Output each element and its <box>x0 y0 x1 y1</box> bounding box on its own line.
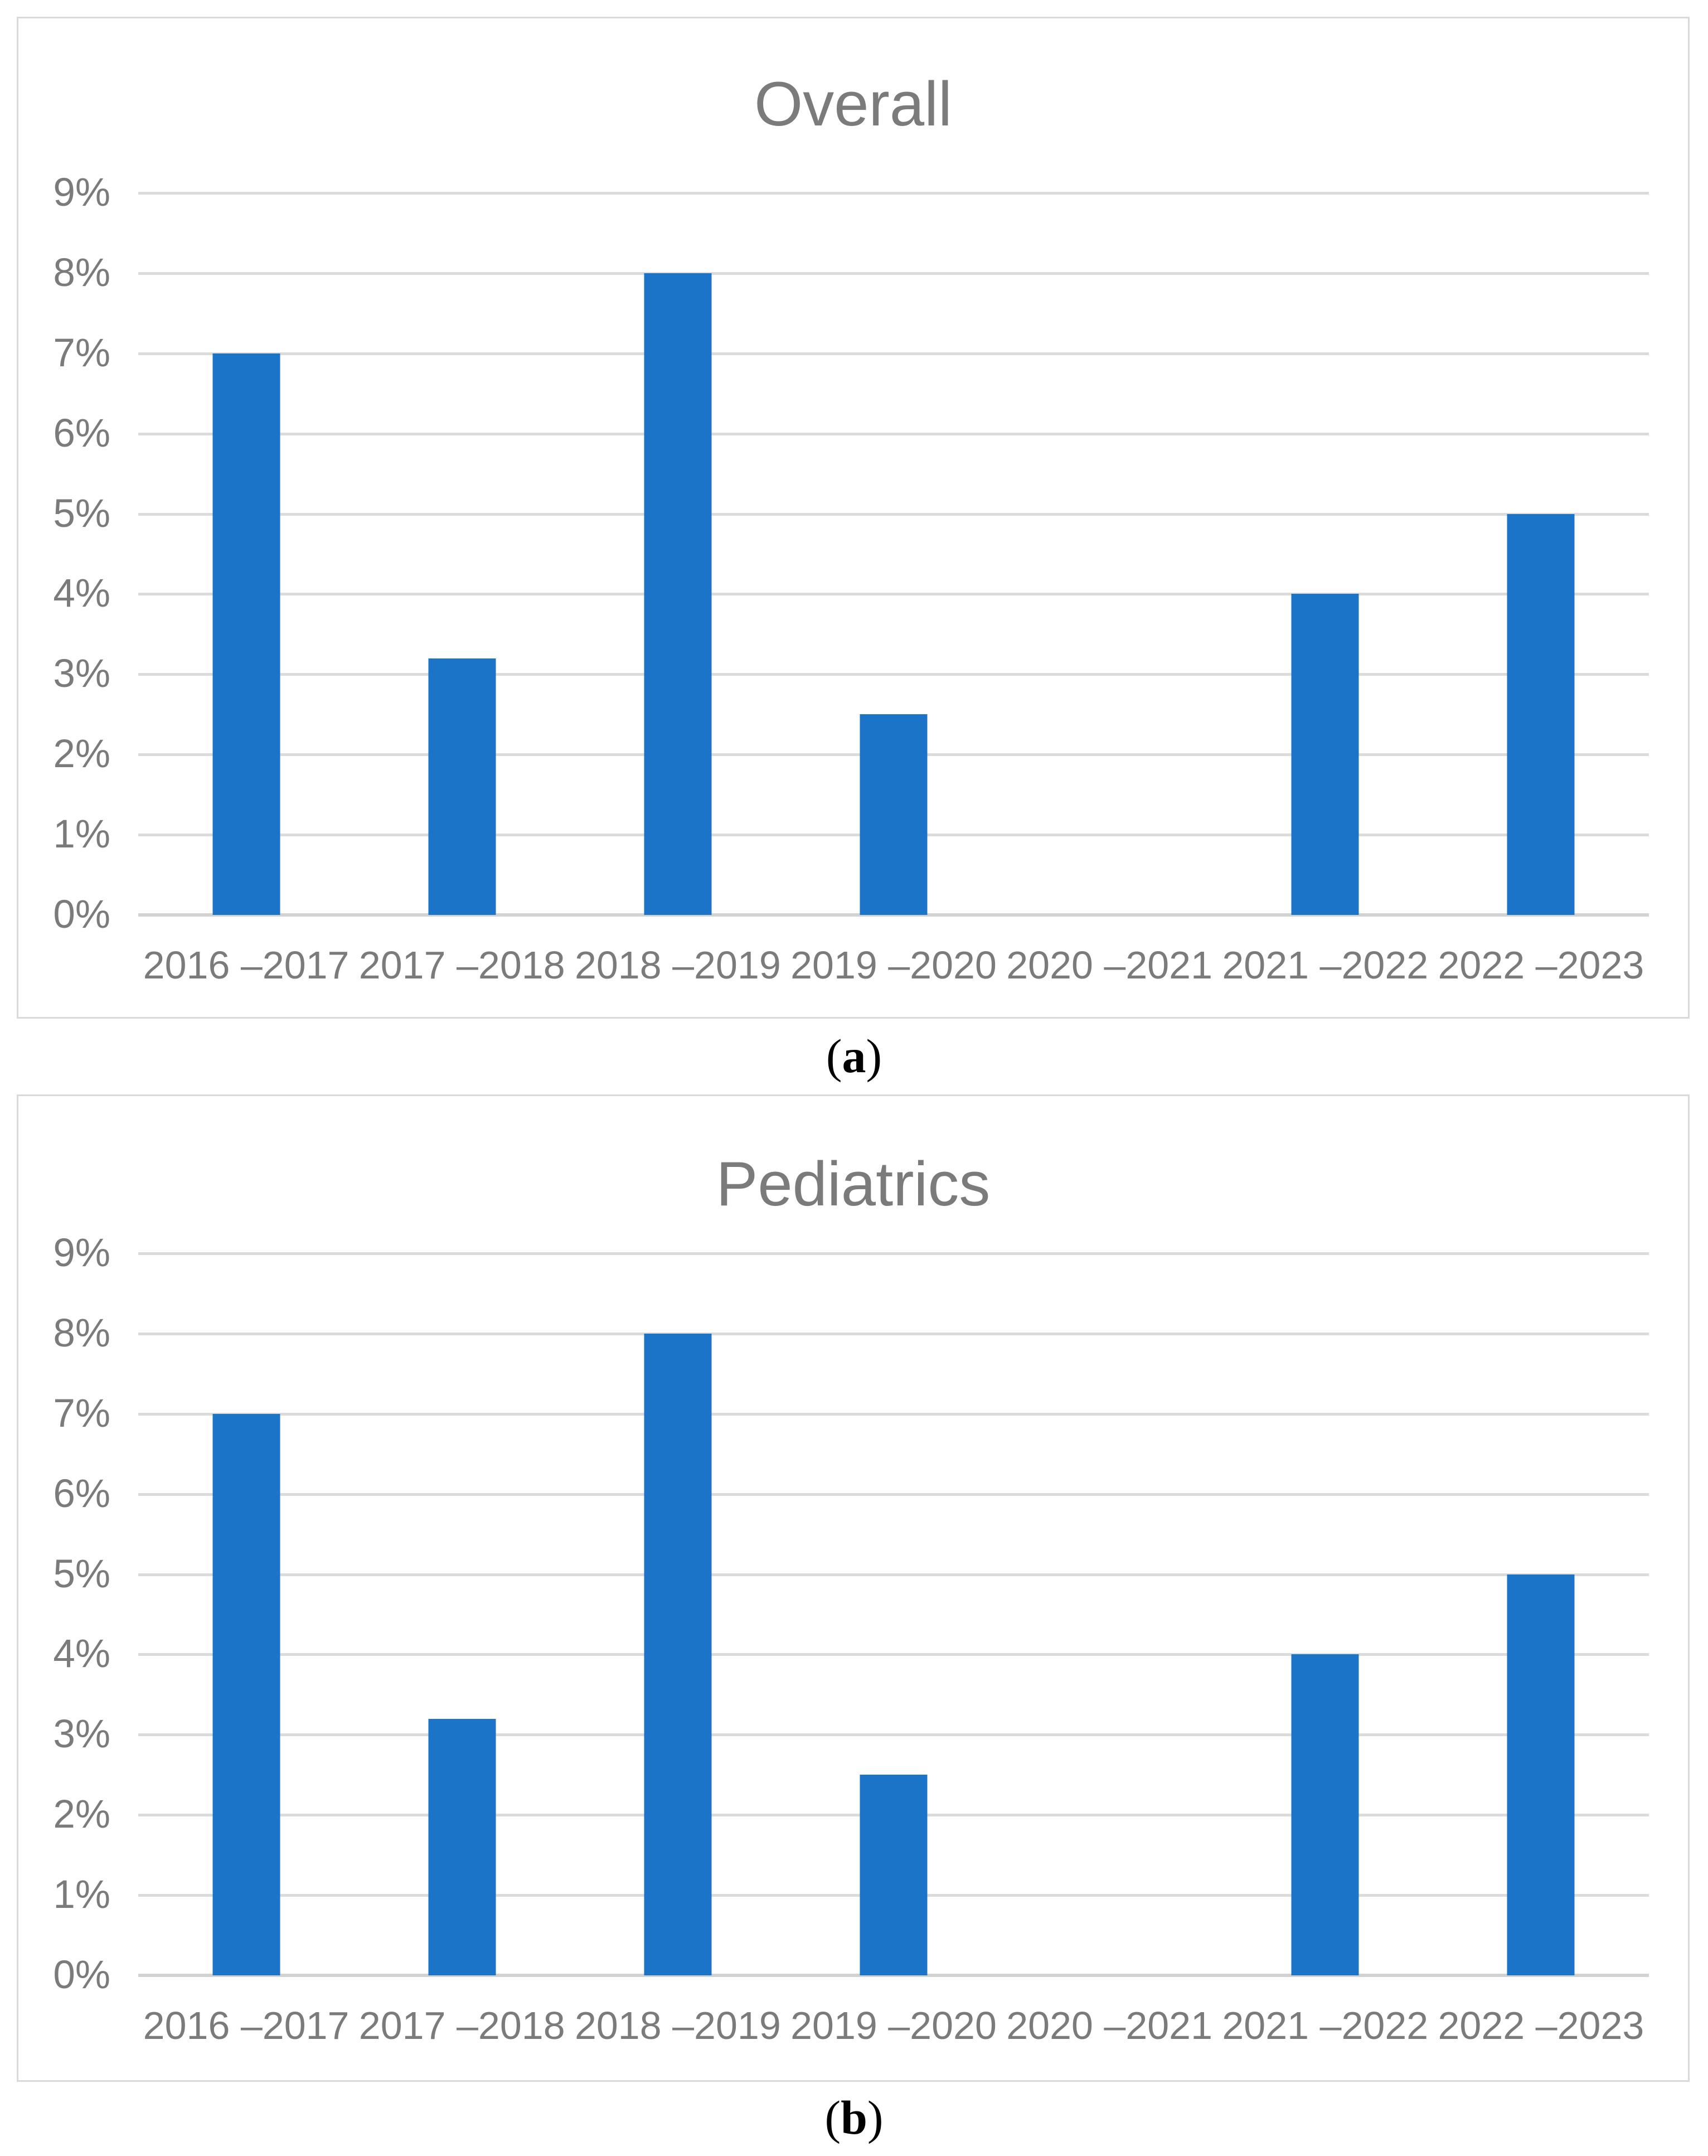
x-axis-label-3: 2018 –2019 <box>574 943 781 987</box>
y-axis-label-8pct: 8% <box>53 250 110 295</box>
gridline-9pct <box>138 192 1649 195</box>
y-axis-label-3pct: 3% <box>53 652 110 696</box>
gridline-5pct <box>138 512 1649 516</box>
bar-2018–2019-8pct <box>644 1333 712 1975</box>
x-axis-label-2: 2017 –2018 <box>358 943 565 987</box>
bar-column-4 <box>785 193 1001 915</box>
y-axis-label-5pct: 5% <box>53 491 110 536</box>
bar-column-2 <box>354 1253 570 1975</box>
x-axis-label-5: 2020 –2021 <box>1006 943 1213 987</box>
x-axis-label-2: 2017 –2018 <box>358 2004 565 2047</box>
bar-column-5 <box>1002 1253 1217 1975</box>
y-axis-label-6pct: 6% <box>53 1471 110 1516</box>
bar-2022–2023-5pct <box>1507 513 1575 915</box>
gridline-9pct <box>138 1252 1649 1255</box>
x-axis-line <box>138 1974 1649 1977</box>
bar-2016–2017-7pct <box>212 353 280 915</box>
chart-title: Overall <box>754 69 952 139</box>
y-axis-label-1pct: 1% <box>53 1873 110 1917</box>
bar-column-7 <box>1433 193 1649 915</box>
caption-letter: a <box>842 1029 866 1083</box>
bar-2018–2019-8pct <box>644 273 712 915</box>
y-axis-label-2pct: 2% <box>53 1792 110 1837</box>
y-axis-label-9pct: 9% <box>53 171 110 215</box>
y-axis-label-3pct: 3% <box>53 1712 110 1757</box>
plot-area: 0% 1% 2% 3% 4% 5% 6% 7% 8% 9% <box>53 1233 1649 1995</box>
x-axis-label-3: 2018 –2019 <box>574 2004 781 2047</box>
bar-2021–2022-4pct <box>1291 594 1359 915</box>
bar-2021–2022-4pct <box>1291 1654 1359 1975</box>
gridline-7pct <box>138 352 1649 355</box>
chart-panel-overall: Overall 0% 1% 2% 3% 4% 5% 6% 7% 8% 9% 2016 –2017 2… <box>17 17 1690 1019</box>
caption-paren-close: ) <box>866 1029 882 1083</box>
chart-title: Pediatrics <box>716 1149 991 1219</box>
bar-column-1 <box>138 1253 354 1975</box>
caption-paren-open: ( <box>824 2091 841 2144</box>
x-axis-label-4: 2019 –2020 <box>790 2004 997 2047</box>
bar-2017–2018-3.2pct <box>428 1718 496 1975</box>
bar-column-4 <box>785 1253 1001 1975</box>
x-axis-label-7: 2022 –2023 <box>1438 943 1644 987</box>
y-axis-label-4pct: 4% <box>53 571 110 616</box>
y-axis-label-7pct: 7% <box>53 1391 110 1436</box>
bar-2019–2020-2.5pct <box>860 714 928 915</box>
y-axis-label-0pct: 0% <box>53 1953 110 1997</box>
panel-caption-b: (b) <box>0 2090 1708 2145</box>
gridline-6pct <box>138 432 1649 435</box>
y-axis-label-2pct: 2% <box>53 732 110 777</box>
y-axis-label-5pct: 5% <box>53 1552 110 1596</box>
plot-area: 0% 1% 2% 3% 4% 5% 6% 7% 8% 9% <box>53 173 1649 935</box>
bar-2016–2017-7pct <box>212 1413 280 1975</box>
y-axis-label-6pct: 6% <box>53 411 110 456</box>
panel-caption-a: (a) <box>0 1028 1708 1084</box>
bar-column-6 <box>1217 193 1433 915</box>
gridline-3pct <box>138 1733 1649 1737</box>
x-axis-label-6: 2021 –2022 <box>1222 943 1429 987</box>
y-axis-label-0pct: 0% <box>53 893 110 937</box>
gridline-7pct <box>138 1412 1649 1416</box>
y-axis-label-8pct: 8% <box>53 1311 110 1355</box>
x-axis-labels: 2016 –2017 2017 –2018 2018 –2019 2019 –2020… <box>138 2000 1649 2051</box>
bar-column-7 <box>1433 1253 1649 1975</box>
bar-2019–2020-2.5pct <box>860 1775 928 1975</box>
bar-column-3 <box>570 193 785 915</box>
x-axis-labels: 2016 –2017 2017 –2018 2018 –2019 2019 –2020… <box>138 939 1649 991</box>
x-axis-line <box>138 913 1649 917</box>
caption-paren-open: ( <box>826 1029 842 1083</box>
gridline-3pct <box>138 673 1649 676</box>
y-axis-label-9pct: 9% <box>53 1231 110 1275</box>
bar-column-3 <box>570 1253 785 1975</box>
gridline-8pct <box>138 272 1649 275</box>
gridline-6pct <box>138 1493 1649 1496</box>
bar-2017–2018-3.2pct <box>428 658 496 915</box>
bar-column-2 <box>354 193 570 915</box>
x-axis-label-4: 2019 –2020 <box>790 943 997 987</box>
x-axis-label-7: 2022 –2023 <box>1438 2004 1644 2047</box>
bar-2022–2023-5pct <box>1507 1574 1575 1975</box>
gridline-8pct <box>138 1332 1649 1335</box>
x-axis-label-5: 2020 –2021 <box>1006 2004 1213 2047</box>
gridline-4pct <box>138 1653 1649 1656</box>
x-axis-label-6: 2021 –2022 <box>1222 2004 1429 2047</box>
x-axis-label-1: 2016 –2017 <box>143 2004 350 2047</box>
x-axis-label-1: 2016 –2017 <box>143 943 350 987</box>
y-axis-label-4pct: 4% <box>53 1632 110 1677</box>
chart-panel-pediatrics: Pediatrics 0% 1% 2% 3% 4% 5% 6% 7% 8% 9% 2016 –20… <box>17 1094 1690 2082</box>
gridline-4pct <box>138 593 1649 596</box>
bar-column-5 <box>1002 193 1217 915</box>
y-axis-label-1pct: 1% <box>53 812 110 857</box>
y-axis-label-7pct: 7% <box>53 331 110 375</box>
gridline-5pct <box>138 1573 1649 1576</box>
bar-column-6 <box>1217 1253 1433 1975</box>
caption-paren-close: ) <box>867 2091 884 2144</box>
caption-letter: b <box>841 2091 867 2144</box>
bar-column-1 <box>138 193 354 915</box>
